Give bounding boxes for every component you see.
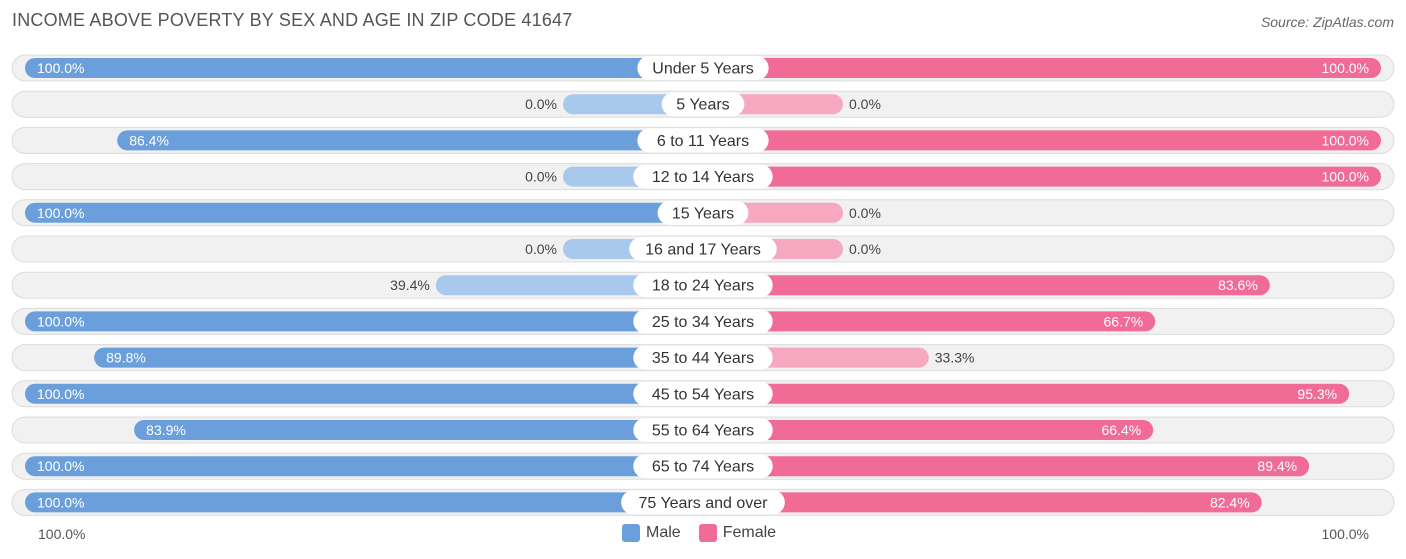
- category-pill: [621, 490, 785, 515]
- value-label-male: 100.0%: [37, 313, 84, 329]
- value-label-male: 0.0%: [525, 169, 557, 185]
- category-label: 65 to 74 Years: [652, 459, 754, 476]
- value-label-male: 39.4%: [390, 277, 430, 293]
- value-label-male: 100.0%: [37, 205, 84, 221]
- bar-female: [703, 130, 1381, 151]
- category-label: 6 to 11 Years: [657, 133, 749, 150]
- legend-swatch-male: [622, 524, 640, 542]
- bar-female: [703, 166, 1381, 187]
- legend: Male Female: [622, 524, 776, 542]
- bar-male: [25, 311, 703, 332]
- source-note: Source: ZipAtlas.com: [1260, 14, 1394, 30]
- bar-male: [25, 58, 703, 78]
- bar-male: [25, 492, 703, 513]
- bar-female: [703, 456, 1310, 477]
- category-label: 18 to 24 Years: [652, 278, 754, 295]
- chart-title: INCOME ABOVE POVERTY BY SEX AND AGE IN Z…: [12, 10, 573, 30]
- value-label-male: 89.8%: [106, 350, 146, 366]
- category-label: 35 to 44 Years: [652, 350, 754, 367]
- category-pill: [633, 418, 773, 442]
- value-label-male: 100.0%: [37, 494, 84, 510]
- value-label-male: 86.4%: [129, 132, 169, 148]
- value-label-male: 100.0%: [37, 458, 84, 474]
- value-label-male: 83.9%: [146, 422, 186, 438]
- bar-male: [25, 456, 703, 477]
- value-label-male: 100.0%: [37, 386, 84, 402]
- bar-male: [25, 383, 703, 404]
- category-pill: [633, 454, 773, 479]
- legend-item-male: Male: [622, 524, 681, 542]
- category-pill: [633, 273, 773, 298]
- legend-swatch-female: [698, 524, 717, 542]
- value-label-female: 89.4%: [1257, 458, 1297, 474]
- value-label-male: 0.0%: [525, 241, 557, 257]
- category-label: 12 to 14 Years: [652, 169, 754, 186]
- legend-label-male: Male: [646, 524, 681, 541]
- bar-male: [134, 420, 703, 440]
- bar-female: [703, 492, 1262, 513]
- axis-right-label: 100.0%: [1321, 526, 1369, 542]
- legend-item-female: Female: [698, 524, 777, 542]
- category-label: 55 to 64 Years: [652, 423, 754, 440]
- bar-male: [94, 347, 703, 368]
- value-label-male: 0.0%: [525, 96, 557, 112]
- bar-female: [703, 58, 1381, 78]
- category-label: 45 to 54 Years: [652, 386, 754, 403]
- category-pill: [633, 164, 773, 189]
- value-label-female: 66.4%: [1101, 422, 1141, 438]
- legend-label-female: Female: [722, 524, 777, 541]
- category-pill: [637, 56, 769, 80]
- category-pill: [633, 381, 773, 406]
- category-pill: [661, 92, 745, 117]
- value-label-female: 0.0%: [849, 241, 881, 257]
- value-label-female: 83.6%: [1218, 277, 1258, 293]
- category-pill: [633, 345, 773, 370]
- category-pill: [629, 237, 777, 261]
- category-label: 5 Years: [676, 97, 729, 114]
- category-label: 25 to 34 Years: [652, 314, 754, 331]
- category-pill: [637, 128, 769, 153]
- value-label-female: 100.0%: [1322, 60, 1369, 76]
- value-label-female: 0.0%: [849, 205, 881, 221]
- axis-left-label: 100.0%: [38, 526, 86, 542]
- value-label-female: 33.3%: [935, 350, 975, 366]
- category-label: 75 Years and over: [639, 495, 769, 512]
- value-label-male: 100.0%: [37, 60, 84, 76]
- category-label: Under 5 Years: [652, 61, 753, 78]
- bar-female: [703, 420, 1154, 440]
- value-label-female: 82.4%: [1210, 494, 1250, 510]
- value-label-female: 66.7%: [1104, 313, 1144, 329]
- value-label-female: 100.0%: [1322, 132, 1369, 148]
- value-label-female: 95.3%: [1297, 386, 1337, 402]
- bar-female: [703, 383, 1350, 404]
- category-pill: [657, 200, 749, 225]
- category-label: 15 Years: [672, 205, 734, 222]
- bar-male: [25, 202, 703, 223]
- category-pill: [633, 309, 773, 334]
- bar-female: [703, 311, 1156, 332]
- bar-male: [117, 130, 703, 151]
- value-label-female: 0.0%: [849, 96, 881, 112]
- bar-female: [703, 275, 1270, 296]
- value-label-female: 100.0%: [1322, 169, 1369, 185]
- category-label: 16 and 17 Years: [645, 242, 761, 259]
